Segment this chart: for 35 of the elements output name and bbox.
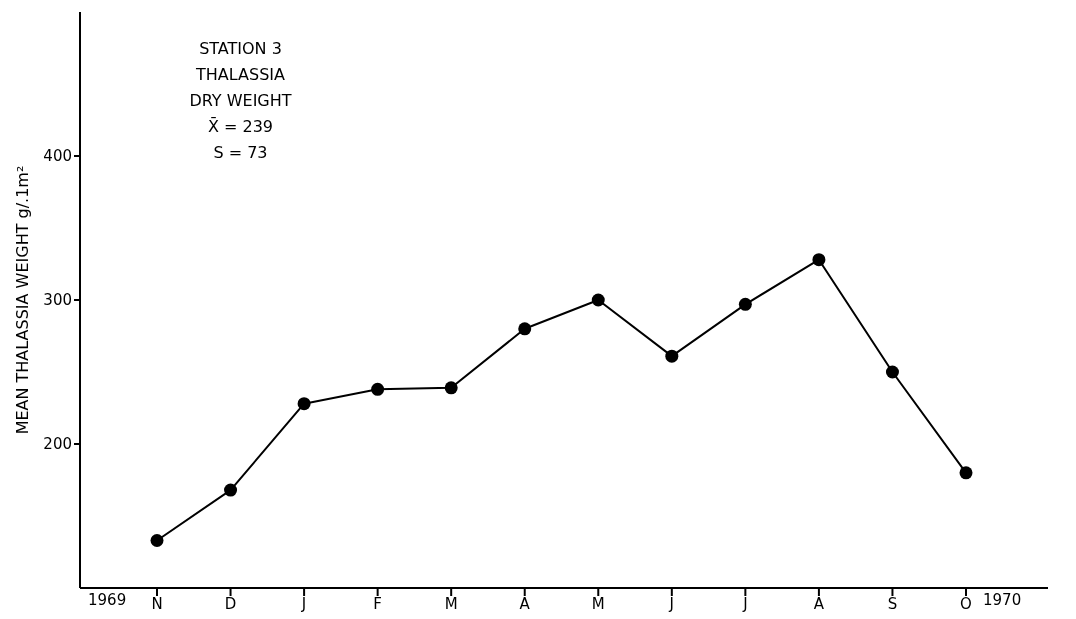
x-tick-label: D xyxy=(224,594,237,613)
x-tick-label: N xyxy=(151,594,163,613)
annotation: S = 73 xyxy=(212,142,269,164)
y-tick-label: 400 xyxy=(43,147,72,166)
x-tick-label: J xyxy=(742,594,748,613)
point xyxy=(665,349,679,363)
point xyxy=(224,483,238,497)
point xyxy=(371,382,385,396)
x-tick-label: J xyxy=(300,594,307,613)
x-tick-label: A xyxy=(813,594,825,613)
point xyxy=(518,322,532,336)
point xyxy=(591,293,605,307)
text: 1969 xyxy=(88,591,127,609)
point xyxy=(885,365,899,379)
y-tick-label: 200 xyxy=(43,435,72,454)
point xyxy=(959,466,973,480)
point xyxy=(297,397,311,411)
x-tick-label: O xyxy=(960,594,972,613)
point xyxy=(812,253,826,267)
x-tick-label: M xyxy=(591,594,605,613)
annotation: DRY WEIGHT xyxy=(188,90,293,112)
point xyxy=(444,381,458,395)
y-tick-label: 300 xyxy=(43,291,72,310)
annotation: X̄ = 239 xyxy=(206,116,275,138)
point xyxy=(150,533,164,547)
y-axis-title: MEAN THALASSIA WEIGHT g/.1m² xyxy=(12,165,32,435)
x-tick-label: F xyxy=(373,594,382,613)
x-tick-label: M xyxy=(444,594,458,613)
x-tick-label: S xyxy=(887,594,898,613)
annotation: STATION 3 xyxy=(198,38,283,60)
x-tick-label: A xyxy=(519,594,531,613)
text: 1970 xyxy=(983,591,1022,609)
point xyxy=(738,297,752,311)
annotation: THALASSIA xyxy=(195,64,286,86)
x-tick-label: J xyxy=(668,594,675,613)
